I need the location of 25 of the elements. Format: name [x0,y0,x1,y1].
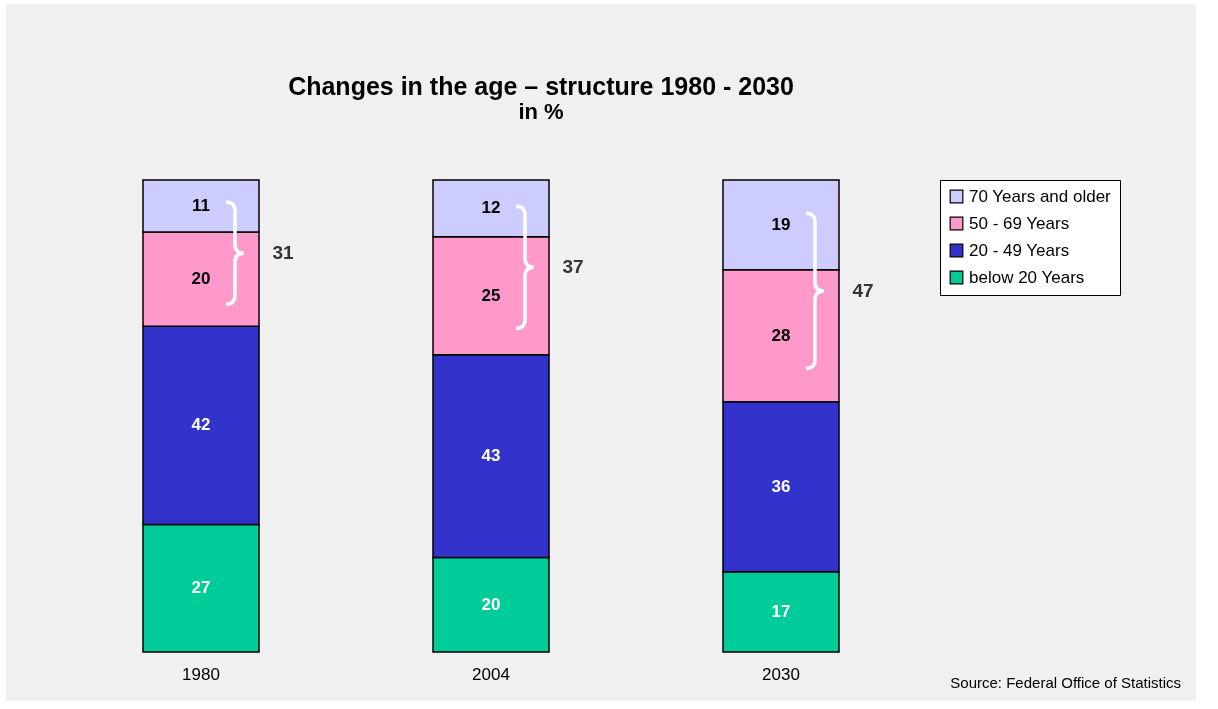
legend-label: below 20 Years [969,267,1085,287]
annotation: 47 [852,279,874,301]
data-label: 20 [481,594,501,614]
data-label: 11 [192,195,210,215]
data-label: 27 [191,578,211,598]
data-label: 28 [771,325,791,345]
chart-subtitle: in % [518,99,564,125]
annotation: 31 [272,242,294,264]
x-tick-label: 2030 [762,664,800,684]
annotation: 37 [562,256,584,278]
data-label: 43 [481,446,501,466]
x-tick-label: 2004 [472,664,510,684]
legend-label: 50 - 69 Years [969,213,1070,233]
data-label: 17 [771,601,791,621]
legend-label: 20 - 49 Years [969,240,1070,260]
legend-label: 70 Years and older [969,186,1112,206]
chart-title: Changes in the age – structure 1980 - 2030 [288,72,794,101]
x-tick-label: 1980 [182,664,220,684]
data-label: 25 [481,285,501,305]
data-label: 12 [481,198,501,218]
data-label: 36 [771,476,791,496]
source-note: Source: Federal Office of Statistics [950,674,1181,691]
data-label: 42 [191,415,211,435]
data-label: 20 [191,269,211,289]
data-label: 19 [771,214,791,234]
